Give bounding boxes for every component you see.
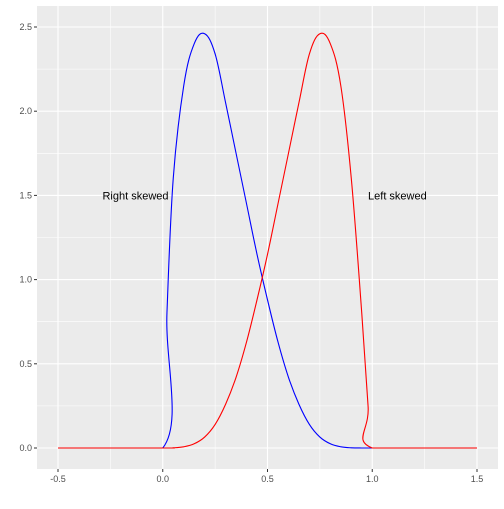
y-tick-label: 1.0 bbox=[19, 275, 32, 285]
y-tick-label: 0.5 bbox=[19, 359, 32, 369]
y-tick-label: 2.0 bbox=[19, 106, 32, 116]
y-tick-label: 2.5 bbox=[19, 22, 32, 32]
x-axis: -0.5 0.0 0.5 1.0 1.5 bbox=[50, 469, 483, 484]
series-line-blue bbox=[58, 32, 477, 449]
series-layer bbox=[58, 32, 477, 449]
x-tick-label: 1.5 bbox=[471, 474, 484, 484]
x-tick-label: 0.5 bbox=[261, 474, 274, 484]
x-tick-label: 1.0 bbox=[366, 474, 379, 484]
x-tick-label: 0.0 bbox=[156, 474, 169, 484]
y-axis: 0.0 0.5 1.0 1.5 2.0 2.5 bbox=[19, 22, 37, 453]
annotation-layer: Right skewed Left skewed bbox=[102, 190, 426, 202]
y-tick-label: 0.0 bbox=[19, 443, 32, 453]
annotation-left-skewed: Left skewed bbox=[368, 190, 427, 202]
annotation-right-skewed: Right skewed bbox=[102, 190, 168, 202]
x-tick-label: -0.5 bbox=[50, 474, 66, 484]
series-line-red bbox=[58, 32, 477, 449]
y-tick-label: 1.5 bbox=[19, 190, 32, 200]
major-gridlines bbox=[37, 6, 498, 469]
